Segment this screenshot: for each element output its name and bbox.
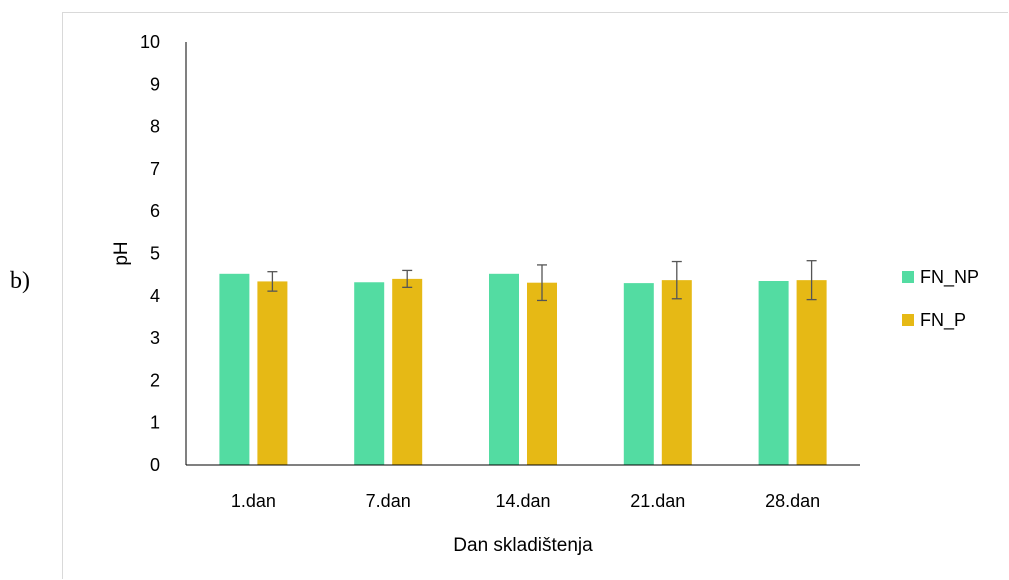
y-tick-label-4: 4 bbox=[150, 286, 160, 306]
y-tick-label-8: 8 bbox=[150, 117, 160, 137]
bar-FN_NP-21.dan bbox=[623, 283, 654, 465]
legend-swatch-FN_P bbox=[902, 314, 914, 326]
legend: FN_NP FN_P bbox=[902, 267, 979, 331]
y-tick-label-7: 7 bbox=[150, 159, 160, 179]
x-axis-title: Dan skladištenja bbox=[453, 535, 593, 556]
y-tick-label-10: 10 bbox=[140, 32, 160, 52]
bar-FN_NP-7.dan bbox=[354, 282, 385, 465]
legend-label-FN_NP: FN_NP bbox=[920, 267, 979, 288]
x-tick-label-28.dan: 28.dan bbox=[765, 491, 820, 511]
bar-FN_P-7.dan bbox=[392, 278, 423, 465]
bar-FN_P-28.dan bbox=[796, 280, 827, 465]
x-tick-label-14.dan: 14.dan bbox=[495, 491, 550, 511]
legend-swatch-FN_NP bbox=[902, 271, 914, 283]
y-tick-label-9: 9 bbox=[150, 74, 160, 94]
bar-FN_P-21.dan bbox=[661, 280, 692, 465]
y-tick-label-6: 6 bbox=[150, 201, 160, 221]
x-tick-label-1.dan: 1.dan bbox=[231, 491, 276, 511]
panel-label: b) bbox=[10, 268, 30, 294]
y-tick-labels: 0 1 2 3 4 5 6 7 8 9 10 bbox=[140, 32, 160, 475]
bars bbox=[219, 273, 827, 465]
legend-label-FN_P: FN_P bbox=[920, 310, 966, 331]
y-tick-label-1: 1 bbox=[150, 413, 160, 433]
bar-FN_NP-1.dan bbox=[219, 273, 250, 465]
chart-frame bbox=[62, 12, 1008, 579]
x-tick-label-21.dan: 21.dan bbox=[630, 491, 685, 511]
y-tick-label-0: 0 bbox=[150, 455, 160, 475]
y-axis-title: pH bbox=[111, 241, 132, 265]
y-tick-label-3: 3 bbox=[150, 328, 160, 348]
x-tick-label-7.dan: 7.dan bbox=[366, 491, 411, 511]
error-bars bbox=[267, 260, 817, 302]
x-tick-labels: 1.dan 7.dan 14.dan 21.dan 28.dan bbox=[231, 491, 820, 511]
bar-FN_P-1.dan bbox=[257, 281, 288, 465]
bar-FN_NP-14.dan bbox=[489, 273, 519, 465]
y-tick-label-5: 5 bbox=[150, 244, 160, 264]
bar-FN_P-14.dan bbox=[527, 282, 557, 465]
bar-FN_NP-28.dan bbox=[758, 280, 789, 465]
y-tick-label-2: 2 bbox=[150, 370, 160, 390]
